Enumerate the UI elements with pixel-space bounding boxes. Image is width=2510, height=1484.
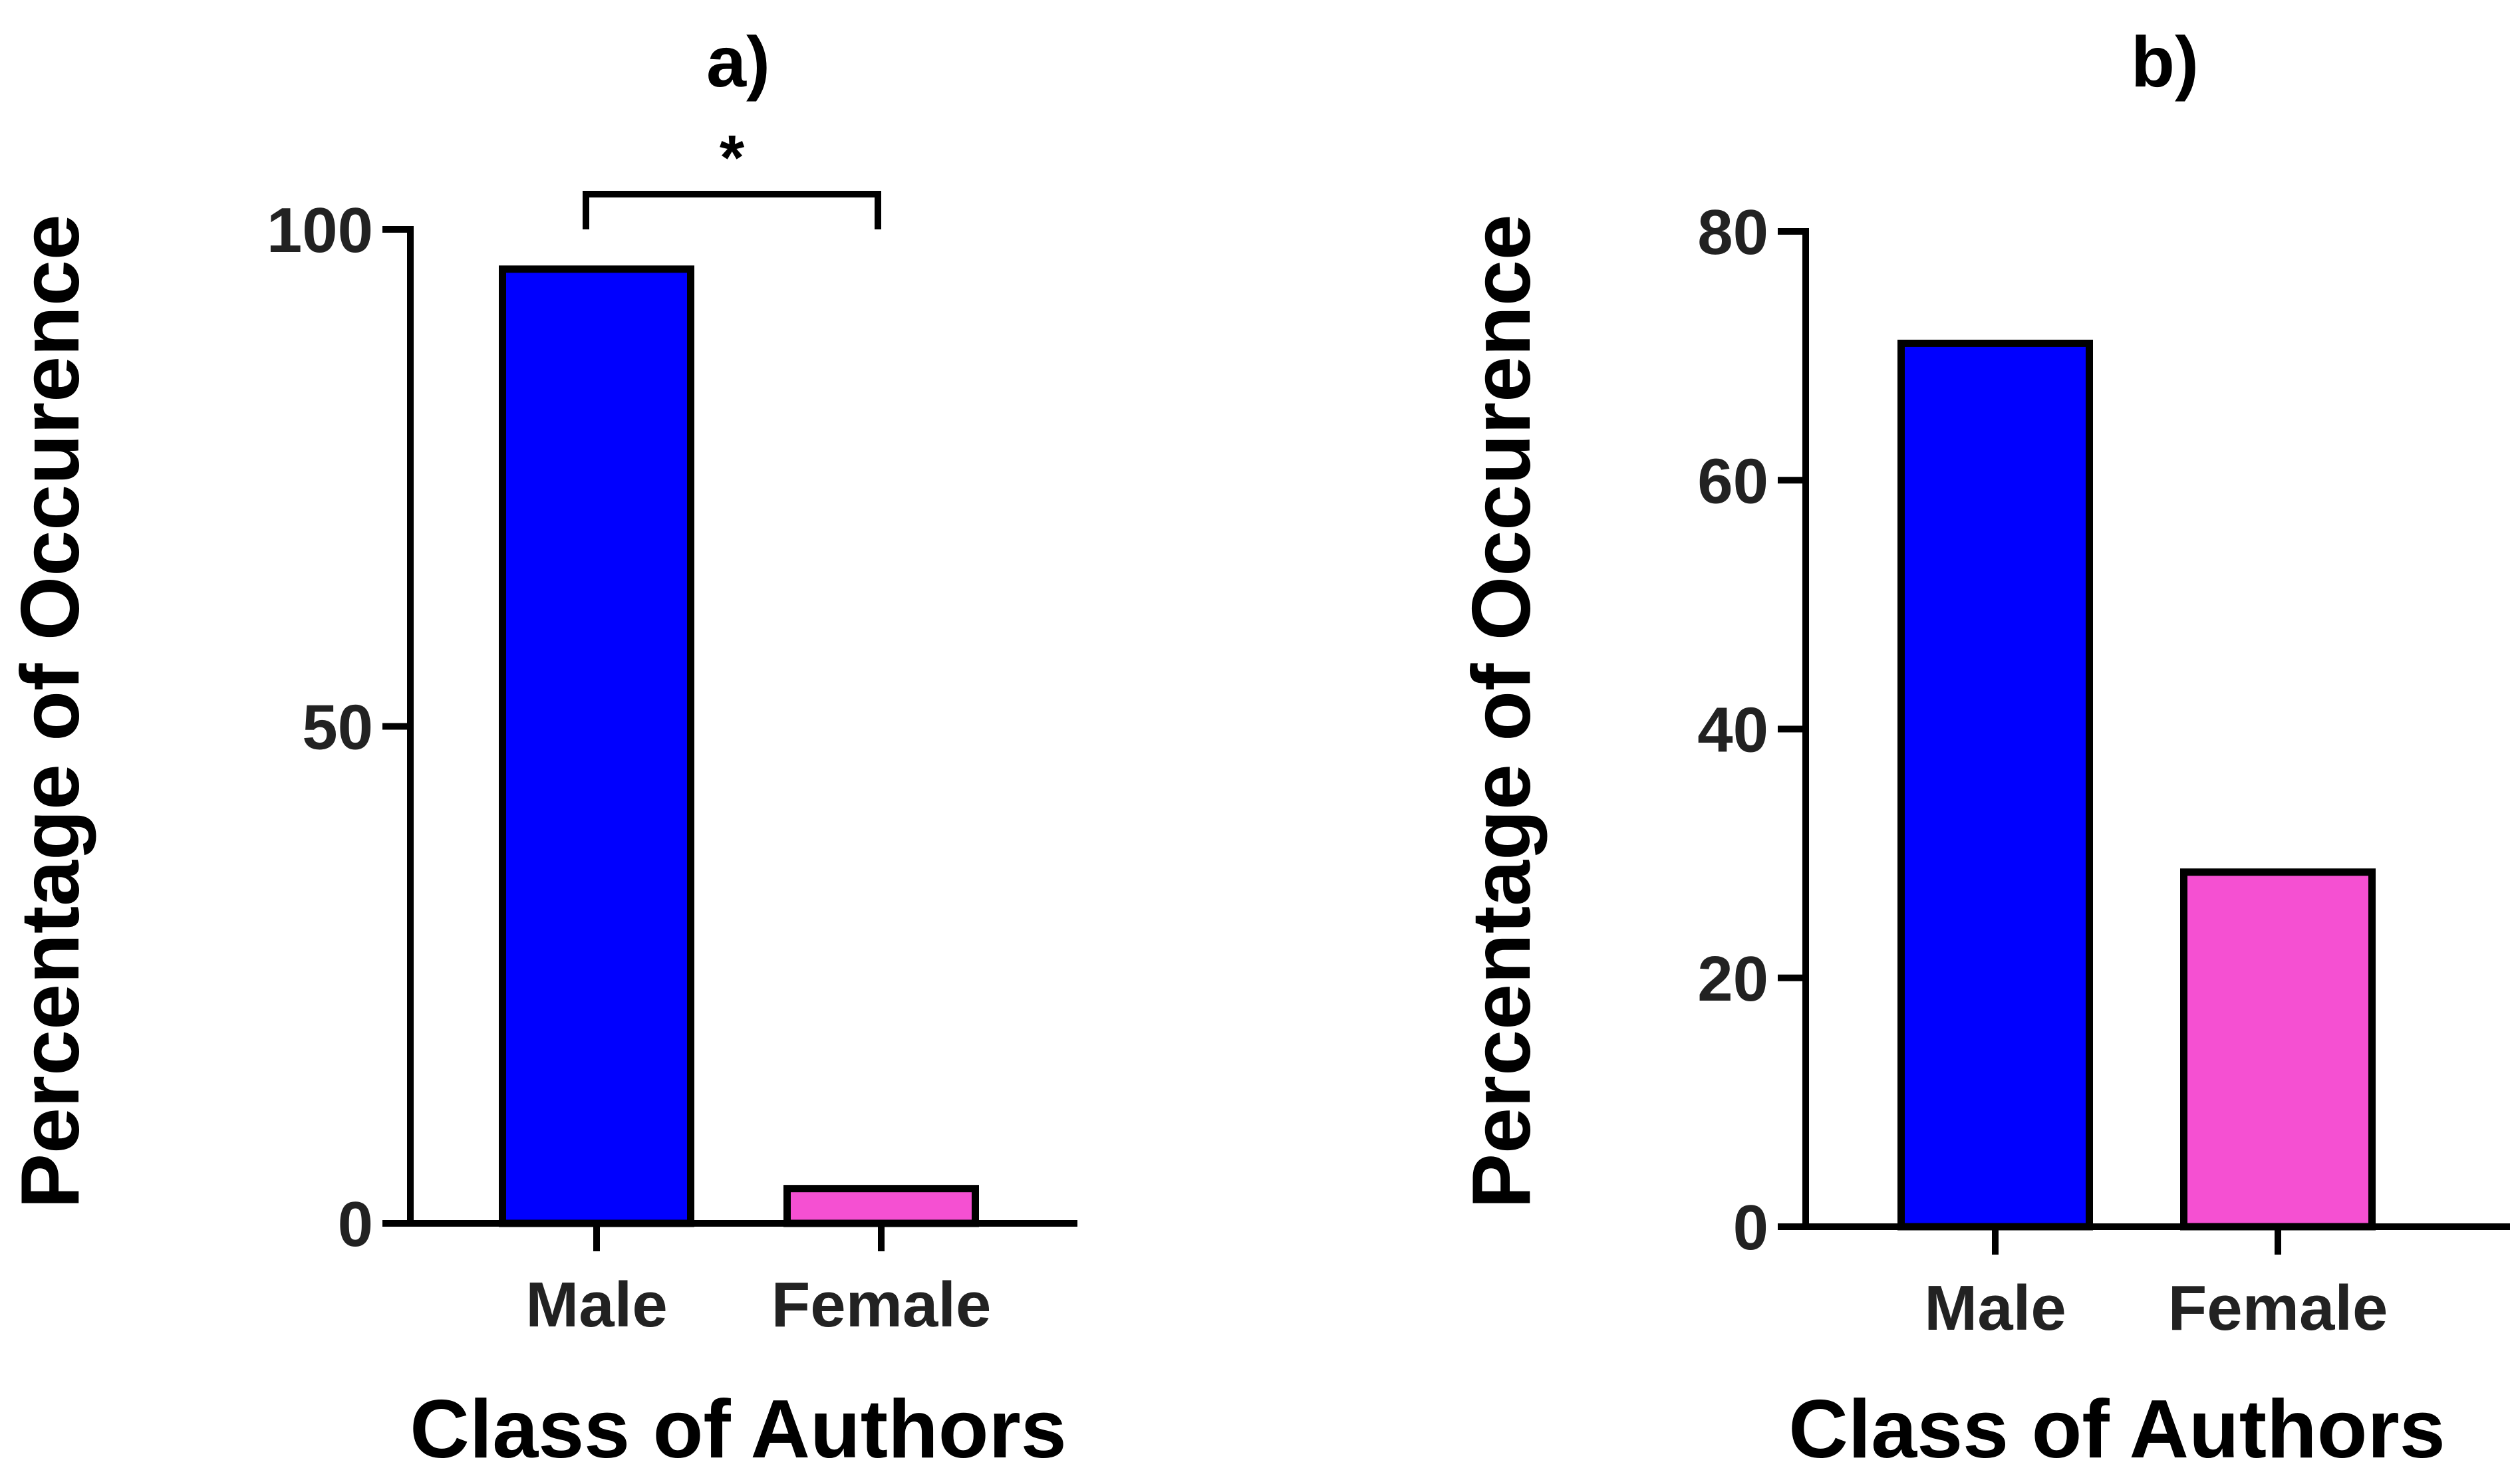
y-tick-label: 20 xyxy=(1697,943,1768,1015)
x-tick-label: Male xyxy=(1924,1273,2066,1344)
bars xyxy=(1897,339,2376,1231)
significance-bracket: * xyxy=(583,122,881,229)
bar-male xyxy=(1897,339,2093,1231)
bracket-line xyxy=(583,191,881,229)
y-tick-label: 80 xyxy=(1697,197,1768,268)
x-tick-label: Female xyxy=(2168,1273,2388,1344)
chart-title: a) xyxy=(706,21,770,102)
x-tick-label: Male xyxy=(525,1269,667,1340)
y-axis-ticks: 0 20 40 60 80 xyxy=(1697,197,1806,1263)
x-axis-categories: Male Female xyxy=(1924,1227,2388,1344)
y-axis-title: Percentage of Occurence xyxy=(1456,214,1548,1209)
y-tick-label: 50 xyxy=(302,692,373,763)
y-tick-label: 60 xyxy=(1697,445,1768,517)
y-axis-ticks: 0 50 100 xyxy=(267,195,410,1260)
x-axis-title: Class of Authors xyxy=(1788,1384,2445,1475)
chart-panel-a: a) Percentage of Occurence Class of Auth… xyxy=(5,21,1077,1475)
y-axis-title: Percentage of Occurence xyxy=(5,214,96,1209)
y-tick-label: 40 xyxy=(1697,695,1768,766)
bar-female xyxy=(2180,868,2376,1231)
y-tick-label: 0 xyxy=(1733,1192,1768,1263)
axes xyxy=(1802,228,2510,1230)
bar-male xyxy=(499,265,694,1227)
x-axis-title: Class of Authors xyxy=(410,1384,1067,1475)
y-tick-label: 0 xyxy=(338,1189,373,1260)
bar-female xyxy=(783,1185,979,1227)
y-tick-label: 100 xyxy=(267,195,373,266)
chart-panel-b: b) Percentage of Occurence Class of Auth… xyxy=(1456,21,2510,1475)
x-tick-label: Female xyxy=(771,1269,992,1340)
axes xyxy=(407,226,1077,1227)
bars xyxy=(499,265,979,1227)
x-axis-categories: Male Female xyxy=(525,1223,991,1340)
significance-star: * xyxy=(720,122,745,193)
chart-title: b) xyxy=(2131,21,2199,102)
